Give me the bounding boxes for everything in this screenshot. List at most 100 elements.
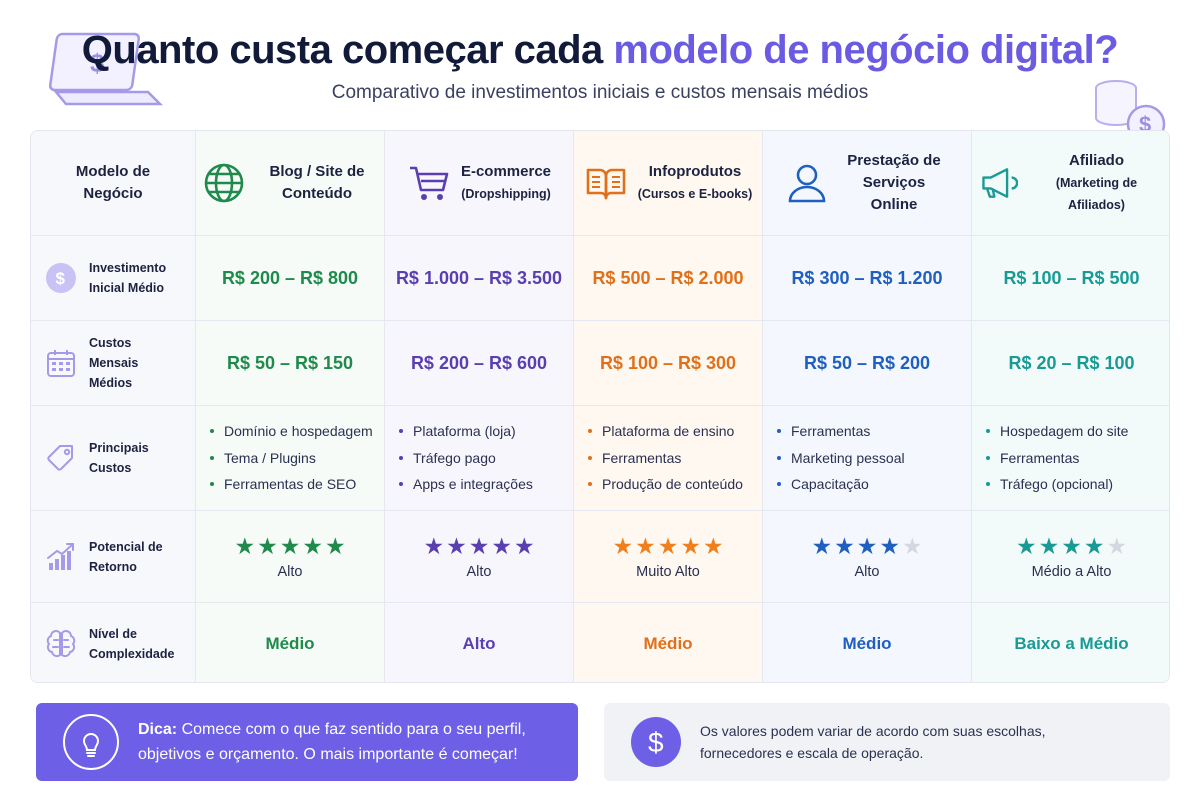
- calendar-icon: [47, 350, 75, 377]
- star-icon: ★: [491, 532, 512, 559]
- open-book-icon: [586, 168, 625, 200]
- star-rating: ★ ★ ★ ★ ★: [811, 534, 922, 558]
- comparison-table: Modelo de Negócio Blog / Site de Conteúd…: [30, 130, 1170, 683]
- complexity-value: Médio: [196, 603, 385, 682]
- monthly-value: R$ 20 – R$ 100: [972, 321, 1169, 406]
- costs-cell: Plataforma de ensino Ferramentas Produção …: [574, 406, 763, 511]
- star-icon: ★: [635, 532, 656, 559]
- laptop-dollar-icon: $: [48, 32, 164, 106]
- brain-icon: [46, 629, 76, 657]
- tip-label: Dica:: [138, 721, 178, 738]
- disclaimer-text: Os valores podem variar de acordo com su…: [700, 723, 1046, 761]
- costs-list: Domínio e hospedagem Tema / Plugins Ferram…: [196, 418, 384, 498]
- list-item: Tema / Plugins: [210, 445, 384, 472]
- tip-text: Comece com o que faz sentido para o seu …: [138, 721, 526, 763]
- costs-list: Hospedagem do site Ferramentas Tráfego (op…: [972, 418, 1169, 498]
- star-rating: ★ ★ ★ ★ ★: [1016, 534, 1127, 558]
- column-header-ecommerce: E-commerce (Dropshipping): [385, 131, 574, 236]
- star-icon: ★: [468, 532, 490, 559]
- column-header-afiliado: Afiliado (Marketing de Afiliados): [972, 131, 1169, 236]
- globe-icon: [204, 163, 244, 203]
- star-icon: ★: [324, 532, 346, 559]
- column-header-blog: Blog / Site de Conteúdo: [196, 131, 385, 236]
- growth-chart-icon: [47, 542, 74, 570]
- complexity-value: Médio: [574, 603, 763, 682]
- column-subtitle: (Marketing de Afiliados): [1055, 176, 1138, 212]
- list-item: Domínio e hospedagem: [210, 418, 384, 445]
- return-rating: ★ ★ ★ ★ ★ Alto: [763, 511, 972, 603]
- row-label-costs: Principais Custos: [31, 406, 196, 511]
- column-header-infoprodutos: Infoprodutos (Cursos e E-books): [574, 131, 763, 236]
- column-name: Infoprodutos: [648, 163, 742, 180]
- row-label-investment: $ Investimento Inicial Médio: [31, 236, 196, 321]
- star-icon: ★: [234, 532, 256, 559]
- column-subtitle: (Dropshipping): [461, 187, 551, 201]
- list-item: Capacitação: [777, 471, 971, 498]
- column-name: Afiliado: [1069, 152, 1124, 169]
- tip-banner: Dica: Comece com o que faz sentido para …: [36, 703, 578, 781]
- list-item: Apps e integrações: [399, 471, 573, 498]
- monthly-value: R$ 50 – R$ 150: [196, 321, 385, 406]
- investment-value: R$ 300 – R$ 1.200: [763, 236, 972, 321]
- svg-text:$: $: [56, 269, 66, 288]
- star-icon: ★: [680, 532, 701, 559]
- investment-value: R$ 200 – R$ 800: [196, 236, 385, 321]
- star-icon: ★: [879, 532, 900, 559]
- star-icon: ★: [834, 532, 855, 559]
- list-item: Plataforma de ensino: [588, 418, 762, 445]
- disclaimer-banner: $ Os valores podem variar de acordo com …: [604, 703, 1170, 781]
- page-subtitle: Comparativo de investimentos iniciais e …: [331, 82, 869, 103]
- list-item: Ferramentas: [777, 418, 971, 445]
- star-rating: ★ ★ ★ ★ ★: [423, 534, 534, 558]
- list-item: Ferramentas: [588, 445, 762, 472]
- monthly-value: R$ 100 – R$ 300: [574, 321, 763, 406]
- dollar-coin-icon: $: [46, 263, 76, 293]
- star-icon: ★: [1083, 532, 1105, 559]
- star-icon: ★: [446, 532, 467, 559]
- column-name: E-commerce: [460, 163, 552, 180]
- investment-value: R$ 100 – R$ 500: [972, 236, 1169, 321]
- svg-text:$: $: [648, 727, 664, 758]
- star-icon: ★: [423, 532, 445, 559]
- star-icon: ★: [901, 532, 923, 559]
- star-icon: ★: [1106, 532, 1128, 559]
- column-header-servicos: Prestação de Serviços Online: [763, 131, 972, 236]
- list-item: Hospedagem do site: [986, 418, 1169, 445]
- return-rating: ★ ★ ★ ★ ★ Alto: [196, 511, 385, 603]
- costs-cell: Hospedagem do site Ferramentas Tráfego (op…: [972, 406, 1169, 511]
- star-icon: ★: [1061, 532, 1082, 559]
- monthly-value: R$ 200 – R$ 600: [385, 321, 574, 406]
- complexity-value: Baixo a Médio: [972, 603, 1169, 682]
- star-icon: ★: [302, 532, 323, 559]
- star-rating: ★ ★ ★ ★ ★: [234, 534, 345, 558]
- costs-list: Plataforma (loja) Tráfego pago Apps e inte…: [385, 418, 573, 498]
- return-rating: ★ ★ ★ ★ ★ Médio a Alto: [972, 511, 1169, 603]
- rating-label: Médio a Alto: [1031, 563, 1112, 580]
- tag-icon: [47, 445, 73, 471]
- person-icon: [788, 164, 826, 203]
- star-rating: ★ ★ ★ ★ ★: [612, 534, 723, 558]
- star-icon: ★: [856, 532, 878, 559]
- star-icon: ★: [257, 532, 278, 559]
- list-item: Marketing pessoal: [777, 445, 971, 472]
- column-subtitle: (Cursos e E-books): [637, 187, 753, 201]
- costs-cell: Ferramentas Marketing pessoal Capacitação: [763, 406, 972, 511]
- star-icon: ★: [1038, 532, 1060, 559]
- complexity-value: Alto: [385, 603, 574, 682]
- rating-label: Alto: [466, 563, 492, 580]
- rating-label: Muito Alto: [636, 563, 700, 580]
- return-rating: ★ ★ ★ ★ ★ Alto: [385, 511, 574, 603]
- star-icon: ★: [811, 532, 833, 559]
- lightbulb-icon: [63, 714, 119, 770]
- costs-cell: Domínio e hospedagem Tema / Plugins Ferram…: [196, 406, 385, 511]
- list-item: Tráfego pago: [399, 445, 573, 472]
- list-item: Ferramentas: [986, 445, 1169, 472]
- monthly-value: R$ 50 – R$ 200: [763, 321, 972, 406]
- dollar-coin-icon: $: [631, 717, 681, 767]
- star-icon: ★: [279, 532, 301, 559]
- costs-list: Plataforma de ensino Ferramentas Produção …: [574, 418, 762, 498]
- page-title: Quanto custa começar cada modelo de negó…: [81, 28, 1119, 72]
- shopping-cart-icon: [409, 166, 449, 200]
- column-name: Prestação de Serviços Online: [847, 152, 941, 213]
- row-label-return: Potencial de Retorno: [31, 511, 196, 603]
